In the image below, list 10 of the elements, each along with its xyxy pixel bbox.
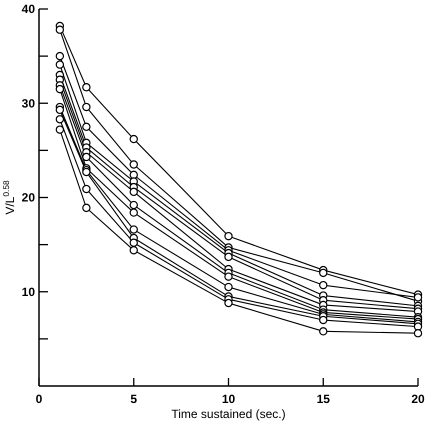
x-tick-label: 5 xyxy=(130,392,138,406)
x-tick-label: 15 xyxy=(316,392,330,406)
y-tick-label: 40 xyxy=(22,2,36,16)
x-tick-label: 20 xyxy=(411,392,425,406)
x-tick-label: 10 xyxy=(222,392,236,406)
y-tick-label: 10 xyxy=(22,284,36,299)
y-tick-label: 30 xyxy=(22,96,36,110)
x-axis-title: Time sustained (sec.) xyxy=(171,407,286,421)
y-tick-label: 20 xyxy=(22,190,36,205)
x-tick-label: 0 xyxy=(36,392,43,406)
